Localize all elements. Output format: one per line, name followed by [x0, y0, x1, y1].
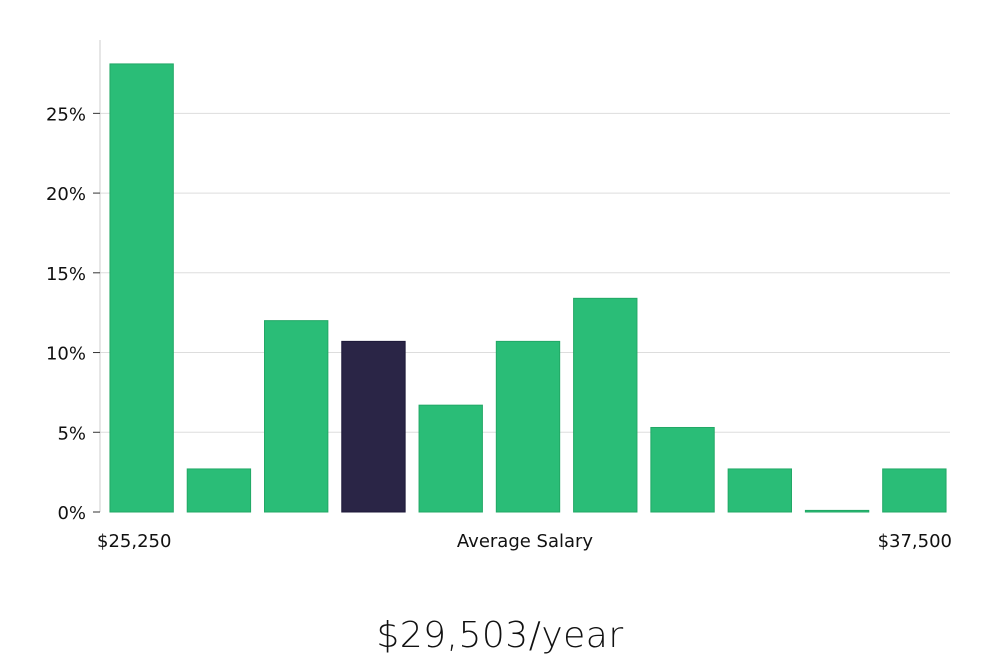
grid-lines: [100, 112, 950, 433]
bar: [650, 426, 715, 513]
y-tick-label: 10%: [46, 344, 86, 365]
bar: [727, 468, 792, 513]
x-axis-label: Average Salary: [457, 531, 594, 552]
bar: [264, 320, 329, 513]
average-salary-value: $29,503/year: [376, 615, 624, 656]
bar: [573, 297, 638, 513]
bars: [109, 63, 947, 513]
y-axis-ticks: 0% 5% 10% 15% 20% 25%: [46, 104, 100, 524]
y-tick-label: 15%: [46, 264, 86, 285]
bar: [186, 468, 252, 513]
bar: [495, 340, 561, 513]
salary-histogram: 0%5%10%15%20%25% $25,250 Average Salary …: [46, 40, 952, 552]
y-tick-label: 5%: [57, 423, 86, 444]
bar: [418, 404, 483, 513]
bar: [109, 63, 174, 513]
y-tick-label: 25%: [46, 104, 86, 125]
y-tick-label: 20%: [46, 184, 86, 205]
x-range-max-label: $37,500: [878, 531, 952, 552]
bar-highlighted: [341, 340, 406, 513]
x-range-min-label: $25,250: [97, 531, 171, 552]
y-tick-label: 0%: [57, 503, 86, 524]
bar: [804, 509, 870, 513]
bar: [882, 468, 947, 513]
